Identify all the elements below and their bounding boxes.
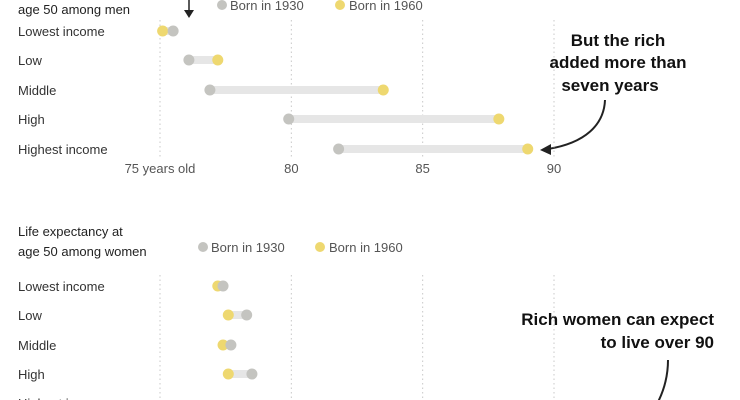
women-point-born-1930 xyxy=(225,339,237,351)
panel-women: Life expectancy at age 50 among women Bo… xyxy=(18,224,714,400)
women-category-label: High xyxy=(18,367,45,382)
panel-women-title-line-1: Life expectancy at xyxy=(18,224,123,239)
men-category-label: Highest income xyxy=(18,142,108,157)
women-point-born-1930 xyxy=(241,309,253,321)
men-tick-label-80: 80 xyxy=(284,161,298,176)
men-point-born-1960 xyxy=(522,143,534,155)
men-category-label: Lowest income xyxy=(18,24,105,39)
legend-men-1960-swatch xyxy=(335,0,345,10)
men-annotation-line-3: seven years xyxy=(561,76,658,95)
women-point-born-1960 xyxy=(222,309,234,321)
men-category-label: Low xyxy=(18,53,42,68)
women-annotation-arrow-curve xyxy=(657,359,669,400)
men-category-label: High xyxy=(18,112,45,127)
men-annotation-line-2: added more than xyxy=(550,53,687,72)
men-point-born-1930 xyxy=(283,113,295,125)
men-annotation-line-1: But the rich xyxy=(571,31,665,50)
women-category-label: Highest income xyxy=(18,396,108,400)
men-point-born-1930 xyxy=(333,143,345,155)
women-category-label: Middle xyxy=(18,338,56,353)
men-category-label: Middle xyxy=(18,83,56,98)
women-category-label: Low xyxy=(18,308,42,323)
men-point-born-1930 xyxy=(183,54,195,66)
women-point-born-1930 xyxy=(246,368,258,380)
legend-women-1960-swatch xyxy=(315,242,325,252)
men-annotation-arrow-curve xyxy=(547,99,606,150)
men-point-born-1960 xyxy=(212,54,224,66)
panel-men: age 50 among men Born in 1930 Born in 19… xyxy=(18,0,686,155)
pointer-arrow-head xyxy=(184,10,194,18)
men-point-born-1960 xyxy=(157,25,169,37)
men-annotation-arrowhead xyxy=(540,144,551,155)
legend-men-1930-label: Born in 1930 xyxy=(230,0,304,13)
legend-women-1930-swatch xyxy=(198,242,208,252)
men-tick-label-75: 75 years old xyxy=(125,161,196,176)
legend-women-1930-label: Born in 1930 xyxy=(211,240,285,255)
men-tick-label-90: 90 xyxy=(547,161,561,176)
legend-women-1960-label: Born in 1960 xyxy=(329,240,403,255)
legend-men-1960-label: Born in 1960 xyxy=(349,0,423,13)
women-point-born-1960 xyxy=(217,339,229,351)
women-category-label: Lowest income xyxy=(18,279,105,294)
women-annotation-line-1: Rich women can expect xyxy=(521,310,714,329)
men-point-born-1930 xyxy=(167,25,179,37)
panel-men-title: age 50 among men xyxy=(18,2,130,17)
women-annotation-line-2: to live over 90 xyxy=(601,333,714,352)
men-tick-label-85: 85 xyxy=(415,161,429,176)
women-point-born-1960 xyxy=(222,368,234,380)
men-point-born-1930 xyxy=(204,84,216,96)
men-point-born-1960 xyxy=(493,113,505,125)
legend-men-1930-swatch xyxy=(217,0,227,10)
panel-women-title-line-2: age 50 among women xyxy=(18,244,147,259)
women-point-born-1930 xyxy=(217,280,229,292)
men-point-born-1960 xyxy=(377,84,389,96)
